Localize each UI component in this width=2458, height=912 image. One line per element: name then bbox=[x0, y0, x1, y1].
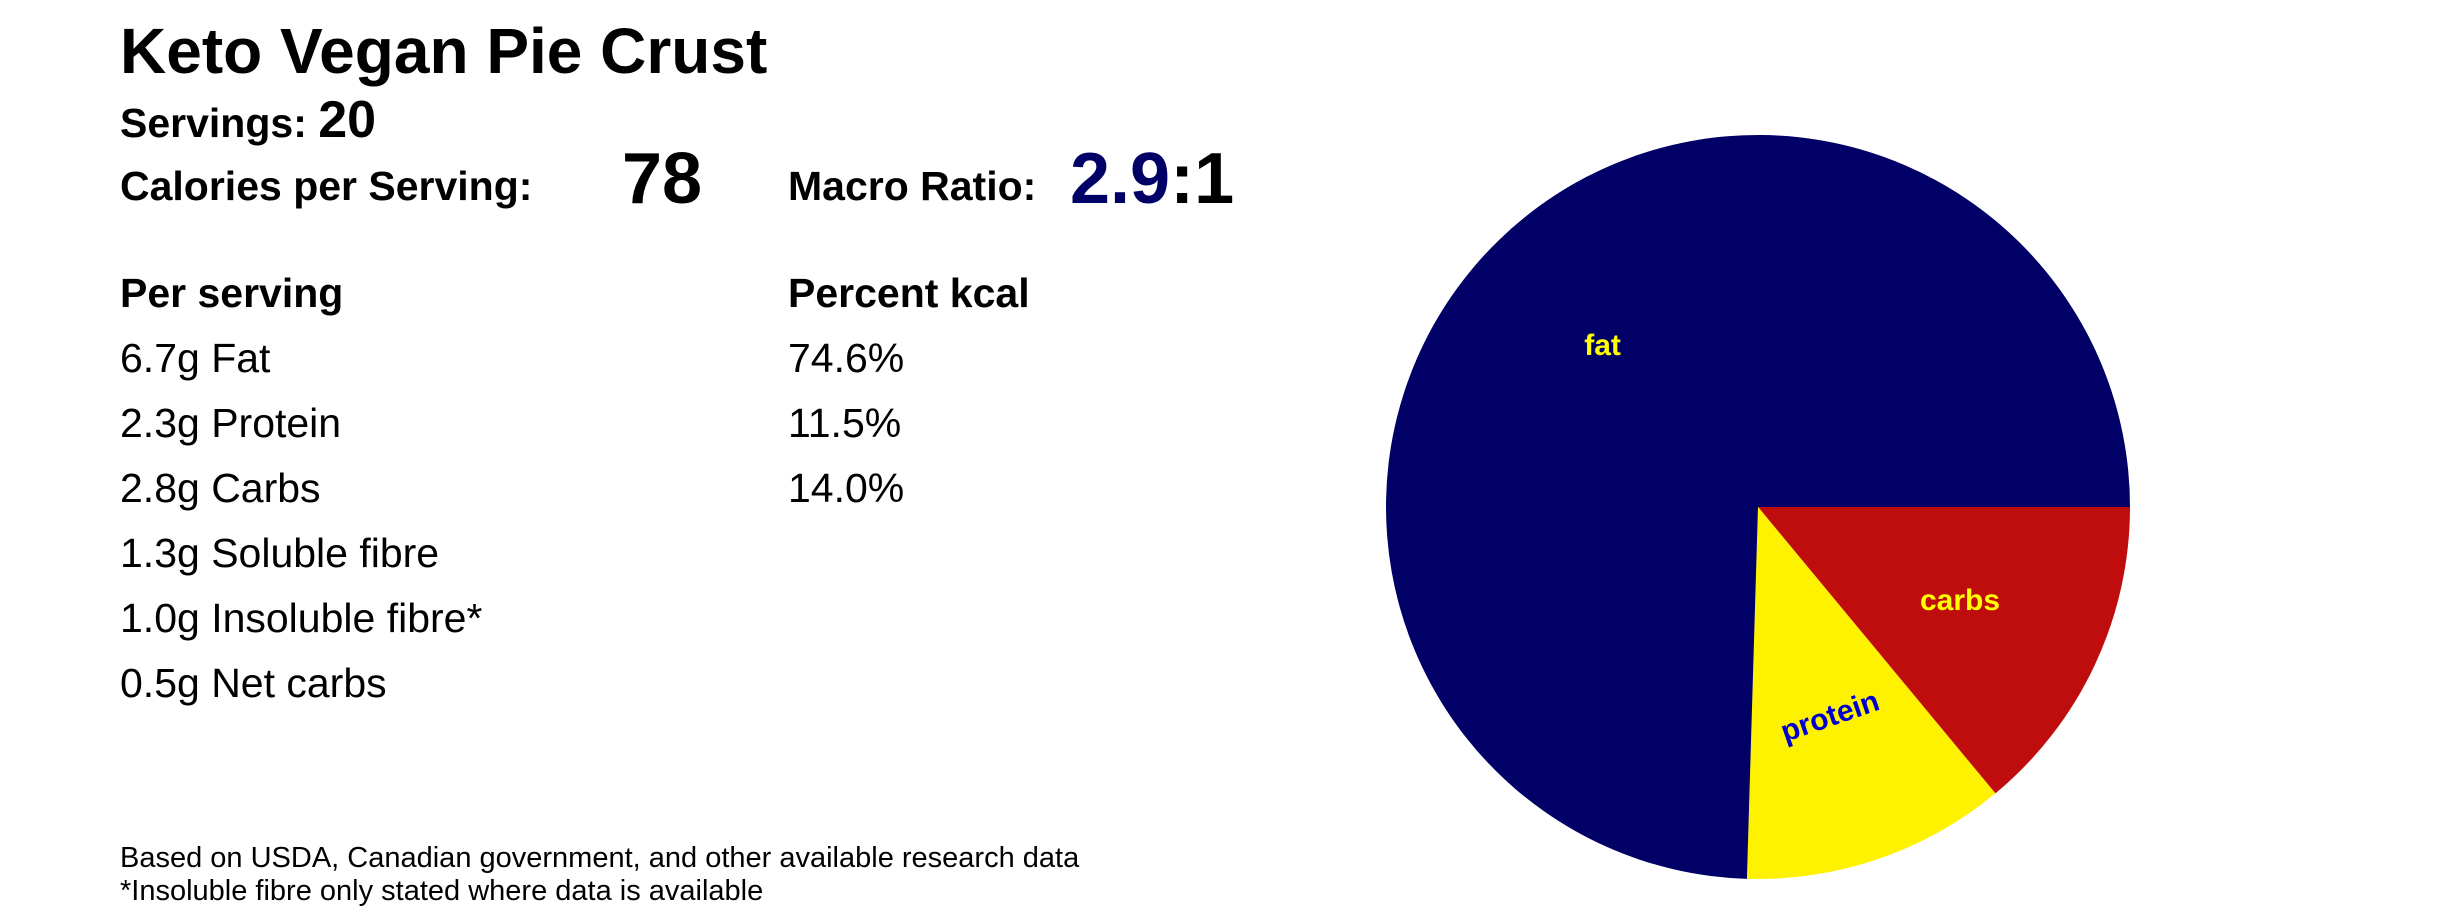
macro-ratio-label: Macro Ratio: bbox=[788, 163, 1037, 209]
pie-slice-fat bbox=[1385, 134, 2130, 879]
pie-slice-carbs bbox=[1758, 507, 2130, 794]
pie-slice-protein bbox=[1746, 507, 1996, 879]
pie-label-carbs: carbs bbox=[1920, 584, 2000, 617]
macro-ratio-value: 2.9:1 bbox=[1070, 138, 1234, 220]
per-serving-insoluble-fibre: 1.0g Insoluble fibre* bbox=[120, 595, 483, 641]
per-serving-carbs: 2.8g Carbs bbox=[120, 465, 321, 511]
macro-ratio-suffix: :1 bbox=[1170, 139, 1235, 219]
percent-kcal-header: Percent kcal bbox=[788, 270, 1030, 316]
servings-value: 20 bbox=[318, 91, 377, 149]
per-serving-soluble-fibre: 1.3g Soluble fibre bbox=[120, 530, 440, 576]
per-serving-protein: 2.3g Protein bbox=[120, 400, 342, 446]
percent-kcal-protein: 11.5% bbox=[788, 400, 902, 446]
percent-kcal-fat: 74.6% bbox=[788, 335, 905, 381]
footnote-fibre: *Insoluble fibre only stated where data … bbox=[120, 875, 764, 907]
servings: Servings: 20 bbox=[120, 90, 376, 150]
per-serving-header: Per serving bbox=[120, 270, 344, 316]
pie-label-fat: fat bbox=[1584, 329, 1621, 362]
calories-value: 78 bbox=[622, 139, 703, 219]
per-serving-net-carbs: 0.5g Net carbs bbox=[120, 660, 387, 706]
percent-kcal-carbs: 14.0% bbox=[788, 465, 905, 511]
recipe-title: Keto Vegan Pie Crust bbox=[120, 15, 768, 87]
servings-label: Servings: bbox=[120, 100, 307, 146]
per-serving-fat: 6.7g Fat bbox=[120, 335, 271, 381]
macro-ratio-number: 2.9 bbox=[1070, 139, 1171, 219]
footnote-source: Based on USDA, Canadian government, and … bbox=[120, 842, 1080, 874]
calories-label: Calories per Serving: bbox=[120, 163, 533, 209]
